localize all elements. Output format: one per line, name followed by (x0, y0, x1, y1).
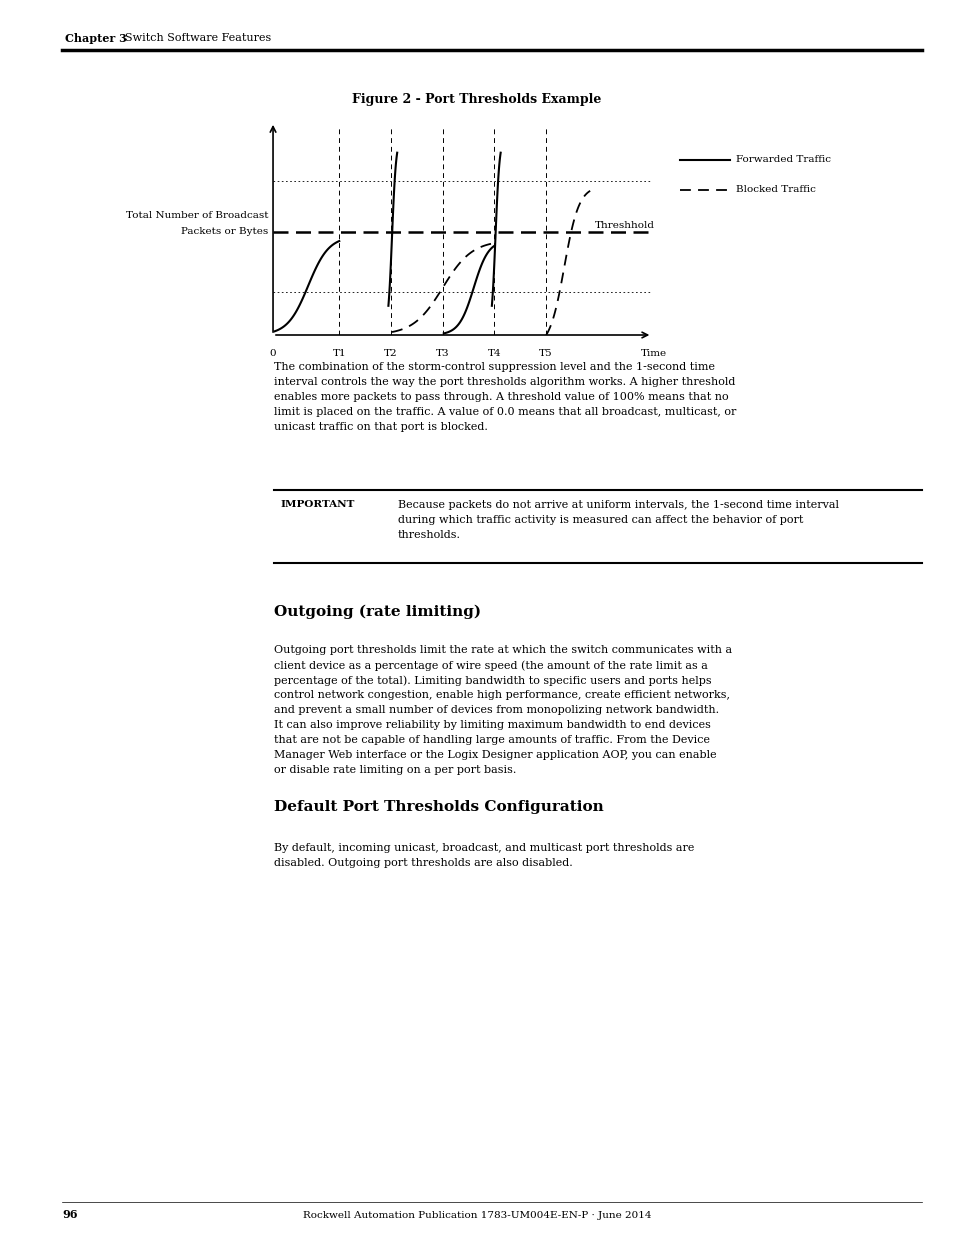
Text: Outgoing port thresholds limit the rate at which the switch communicates with a: Outgoing port thresholds limit the rate … (274, 645, 731, 655)
Text: Default Port Thresholds Configuration: Default Port Thresholds Configuration (274, 800, 603, 814)
Text: Figure 2 - Port Thresholds Example: Figure 2 - Port Thresholds Example (352, 94, 601, 106)
Text: Time: Time (640, 348, 666, 358)
Text: T1: T1 (332, 348, 346, 358)
Text: Rockwell Automation Publication 1783-UM004E-EN-P · June 2014: Rockwell Automation Publication 1783-UM0… (302, 1210, 651, 1219)
Text: Because packets do not arrive at uniform intervals, the 1-second time interval: Because packets do not arrive at uniform… (397, 500, 838, 510)
Text: unicast traffic on that port is blocked.: unicast traffic on that port is blocked. (274, 422, 487, 432)
Text: IMPORTANT: IMPORTANT (280, 500, 354, 509)
Text: T5: T5 (538, 348, 553, 358)
Text: The combination of the storm-control suppression level and the 1-second time: The combination of the storm-control sup… (274, 362, 714, 372)
Text: and prevent a small number of devices from monopolizing network bandwidth.: and prevent a small number of devices fr… (274, 705, 719, 715)
Text: that are not be capable of handling large amounts of traffic. From the Device: that are not be capable of handling larg… (274, 735, 709, 745)
Text: Threshhold: Threshhold (595, 221, 654, 231)
Text: or disable rate limiting on a per port basis.: or disable rate limiting on a per port b… (274, 764, 516, 776)
Text: disabled. Outgoing port thresholds are also disabled.: disabled. Outgoing port thresholds are a… (274, 858, 572, 868)
Text: client device as a percentage of wire speed (the amount of the rate limit as a: client device as a percentage of wire sp… (274, 659, 707, 671)
Text: Blocked Traffic: Blocked Traffic (735, 185, 815, 194)
Text: 96: 96 (62, 1209, 77, 1220)
Text: control network congestion, enable high performance, create efficient networks,: control network congestion, enable high … (274, 690, 729, 700)
Text: 0: 0 (270, 348, 276, 358)
Text: By default, incoming unicast, broadcast, and multicast port thresholds are: By default, incoming unicast, broadcast,… (274, 844, 694, 853)
Text: enables more packets to pass through. A threshold value of 100% means that no: enables more packets to pass through. A … (274, 391, 728, 403)
Text: Outgoing (rate limiting): Outgoing (rate limiting) (274, 605, 480, 620)
Text: thresholds.: thresholds. (397, 530, 460, 540)
Text: It can also improve reliability by limiting maximum bandwidth to end devices: It can also improve reliability by limit… (274, 720, 710, 730)
Text: Total Number of Broadcast: Total Number of Broadcast (126, 210, 268, 220)
Text: T4: T4 (487, 348, 500, 358)
Text: Chapter 3: Chapter 3 (65, 32, 127, 43)
Text: Manager Web interface or the Logix Designer application AOP, you can enable: Manager Web interface or the Logix Desig… (274, 750, 716, 760)
Text: Switch Software Features: Switch Software Features (125, 33, 271, 43)
Text: T2: T2 (384, 348, 397, 358)
Text: during which traffic activity is measured can affect the behavior of port: during which traffic activity is measure… (397, 515, 802, 525)
Text: percentage of the total). Limiting bandwidth to specific users and ports helps: percentage of the total). Limiting bandw… (274, 676, 711, 685)
Text: interval controls the way the port thresholds algorithm works. A higher threshol: interval controls the way the port thres… (274, 377, 735, 387)
Text: Packets or Bytes: Packets or Bytes (180, 227, 268, 236)
Text: T3: T3 (436, 348, 449, 358)
Text: Forwarded Traffic: Forwarded Traffic (735, 156, 830, 164)
Text: limit is placed on the traffic. A value of 0.0 means that all broadcast, multica: limit is placed on the traffic. A value … (274, 408, 736, 417)
